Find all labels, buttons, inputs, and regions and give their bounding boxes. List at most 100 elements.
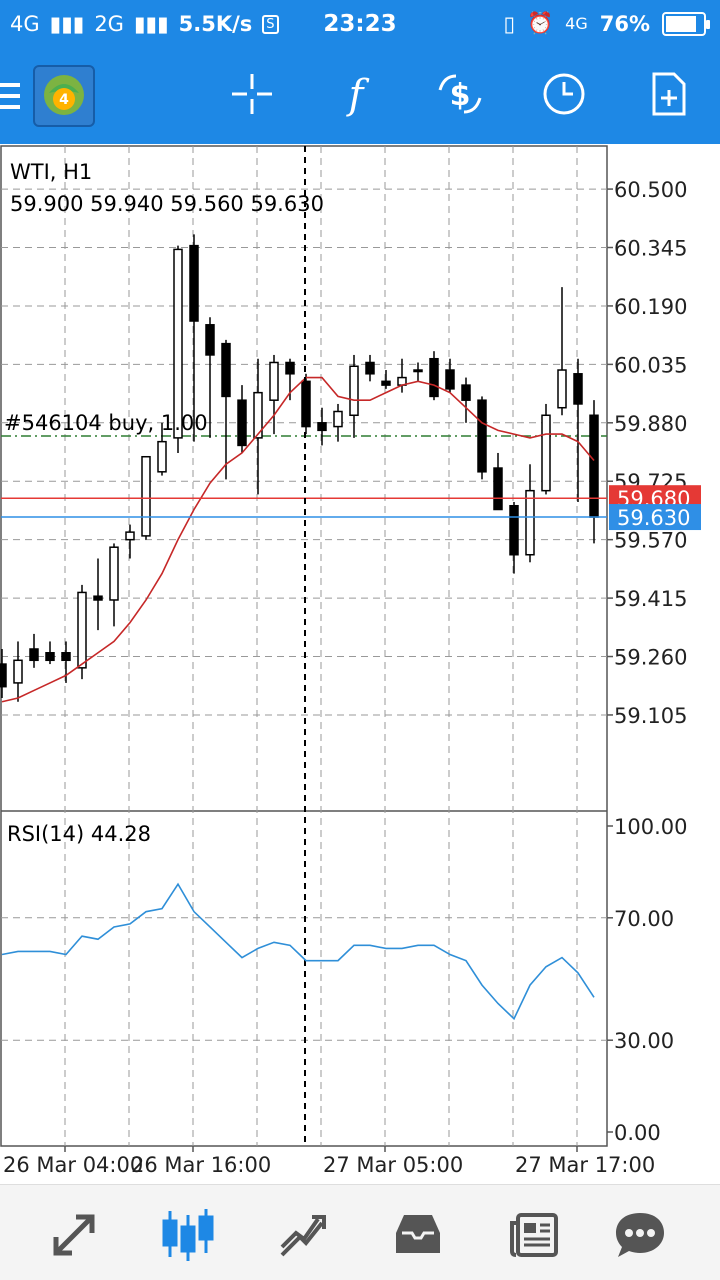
candle-body (349, 365, 359, 417)
candle (493, 452, 503, 511)
rsi-tick-label: 0.00 (614, 1121, 661, 1145)
candle (429, 351, 439, 401)
chart-svg[interactable]: 60.50060.34560.19060.03559.88059.72559.5… (0, 144, 720, 1184)
candle-body (93, 595, 103, 601)
svg-text:f: f (346, 72, 370, 118)
price-tick-label: 59.880 (614, 412, 687, 436)
network-indicator-1: 4G (10, 12, 40, 36)
history-icon[interactable] (388, 1205, 448, 1265)
chart-icon[interactable] (158, 1205, 218, 1265)
indicators-icon[interactable]: f (330, 68, 382, 120)
candle (525, 464, 535, 563)
price-tick-label: 59.415 (614, 587, 687, 611)
status-right: ▯ ⏰ 4G 76% (503, 11, 710, 36)
time-label: 27 Mar 05:00 (323, 1153, 463, 1177)
candle-body (477, 399, 487, 473)
vibrate-icon: ▯ (503, 11, 515, 36)
candle (109, 543, 119, 627)
svg-text:$: $ (450, 78, 471, 113)
alarm-icon: ⏰ (527, 11, 554, 35)
bid-price-tag (609, 504, 701, 531)
new-order-icon[interactable] (642, 68, 694, 120)
rsi-tick-label: 100.00 (614, 815, 687, 839)
news-icon[interactable] (504, 1205, 564, 1265)
menu-icon[interactable] (0, 83, 20, 109)
candle (349, 354, 359, 438)
candle-body (141, 455, 151, 537)
candle (253, 358, 263, 495)
crosshair-icon[interactable] (226, 68, 278, 120)
time-label: 27 Mar 17:00 (515, 1153, 655, 1177)
signal-icon: ▮▮▮ (49, 12, 85, 36)
candle-body (253, 391, 263, 439)
candle-body (61, 652, 71, 662)
candle (445, 358, 455, 393)
candle-body (269, 361, 279, 401)
candle-body (365, 361, 375, 375)
time-label: 26 Mar 04:00 (3, 1153, 143, 1177)
ohlc-label: 59.900 59.940 59.560 59.630 (10, 192, 324, 216)
status-left: 4G ▮▮▮ 2G ▮▮▮ 5.5K/s S (10, 12, 279, 36)
candle-body (317, 422, 327, 432)
candle-body (189, 244, 199, 322)
moving-average-line (1, 376, 595, 703)
candle-body (589, 414, 599, 518)
network-indicator-2: 2G (94, 12, 124, 36)
price-tick-label: 60.190 (614, 295, 687, 319)
candle-body (109, 546, 119, 601)
timeframe-clock-icon[interactable] (538, 68, 590, 120)
candle-body (541, 414, 551, 492)
symbol-change-icon[interactable]: $ (434, 68, 486, 120)
candle (557, 287, 567, 416)
candle (365, 354, 375, 382)
candle (93, 558, 103, 631)
svg-text:4: 4 (59, 92, 69, 108)
candle-body (157, 440, 167, 473)
toolbar: 4 f $ (0, 50, 720, 144)
candle-body (0, 663, 7, 688)
candle-body (525, 489, 535, 556)
candle-body (509, 504, 519, 556)
candle-body (461, 384, 471, 401)
candle (541, 403, 551, 495)
rsi-tick-label: 30.00 (614, 1029, 674, 1053)
candle (317, 407, 327, 446)
rsi-line (1, 882, 595, 1021)
quotes-icon[interactable] (44, 1205, 104, 1265)
bottom-nav (0, 1184, 720, 1280)
candle-body (125, 531, 135, 541)
candle (237, 385, 247, 453)
price-tick-label: 60.500 (614, 178, 687, 202)
price-tick-label: 59.570 (614, 529, 687, 553)
bid-price-label: 59.630 (617, 506, 690, 530)
metatrader-logo[interactable]: 4 (33, 65, 95, 127)
candle-body (221, 342, 231, 398)
candle (333, 403, 343, 442)
candle-body (45, 652, 55, 662)
candle-body (429, 357, 439, 398)
candle-body (445, 369, 455, 390)
candle (0, 648, 7, 698)
battery-icon (662, 11, 710, 36)
candle (189, 234, 199, 442)
price-tick-label: 60.035 (614, 353, 687, 377)
candle-body (573, 373, 583, 405)
candle (461, 377, 471, 423)
candle (205, 317, 215, 438)
candle (477, 396, 487, 480)
candle (13, 641, 23, 702)
candle-body (173, 248, 183, 439)
symbol-label: WTI, H1 (10, 160, 92, 184)
candle-body (413, 369, 423, 373)
chart-area[interactable]: 60.500 60.345 60.190 60.035 59.880 59.725 59.5… (0, 144, 720, 1184)
clock: 23:23 (323, 11, 397, 37)
network-speed: 5.5K/s (178, 12, 253, 36)
price-tick-label: 59.260 (614, 646, 687, 670)
trade-icon[interactable] (274, 1205, 334, 1265)
candle-body (205, 324, 215, 356)
candle (45, 641, 55, 665)
order-label[interactable]: #546104 buy, 1.00 (4, 411, 208, 435)
chat-icon[interactable] (610, 1205, 670, 1265)
candle-body (29, 648, 39, 662)
candle (125, 524, 135, 559)
